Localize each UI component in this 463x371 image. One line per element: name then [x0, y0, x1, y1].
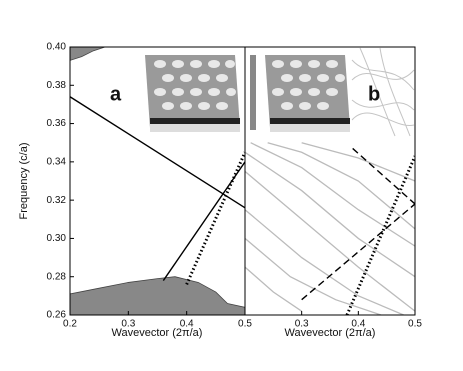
band-line — [245, 237, 382, 315]
y-tick-label: 0.28 — [47, 271, 67, 282]
x-tick-label: 0.2 — [63, 319, 77, 330]
panel-label: a — [110, 83, 122, 105]
band-line — [267, 142, 415, 230]
x-axis-label: Wavevector (2π/a) — [112, 327, 203, 339]
y-axis-label: Frequency (c/a) — [18, 142, 30, 219]
band-line — [301, 203, 415, 301]
panel-a-plot — [70, 47, 245, 315]
x-tick-label: 0.4 — [180, 319, 194, 330]
band-line — [245, 266, 303, 312]
shaded-region — [70, 276, 245, 315]
shaded-region — [70, 47, 106, 61]
x-tick-label: 0.4 — [351, 319, 365, 330]
y-tick-label: 0.36 — [47, 118, 67, 129]
x-tick-label: 0.5 — [408, 319, 422, 330]
band-line — [245, 209, 404, 315]
panel-label: b — [368, 83, 380, 105]
band-line — [250, 142, 415, 247]
band-line — [301, 142, 415, 182]
panel-b-plot — [245, 142, 415, 315]
x-tick-label: 0.3 — [295, 319, 309, 330]
plot-frame — [69, 46, 416, 316]
y-tick-label: 0.32 — [47, 195, 67, 206]
band-line — [345, 155, 415, 315]
y-tick-label: 0.38 — [47, 80, 67, 91]
band-line — [245, 151, 415, 278]
y-tick-label: 0.26 — [47, 310, 67, 321]
band-line — [162, 161, 245, 281]
band-line — [352, 147, 415, 205]
band-line — [185, 151, 245, 285]
y-tick-label: 0.40 — [47, 42, 67, 53]
band-line — [70, 96, 245, 209]
band-inset-b — [351, 47, 415, 137]
y-tick-label: 0.34 — [47, 156, 67, 167]
x-axis-label: Wavevector (2π/a) — [285, 327, 376, 339]
y-tick-label: 0.30 — [47, 233, 67, 244]
slab-inset-a — [145, 55, 240, 132]
slab-inset-b — [250, 55, 350, 132]
band-line — [245, 170, 415, 312]
x-tick-label: 0.5 — [238, 319, 252, 330]
x-tick-label: 0.3 — [121, 319, 135, 330]
